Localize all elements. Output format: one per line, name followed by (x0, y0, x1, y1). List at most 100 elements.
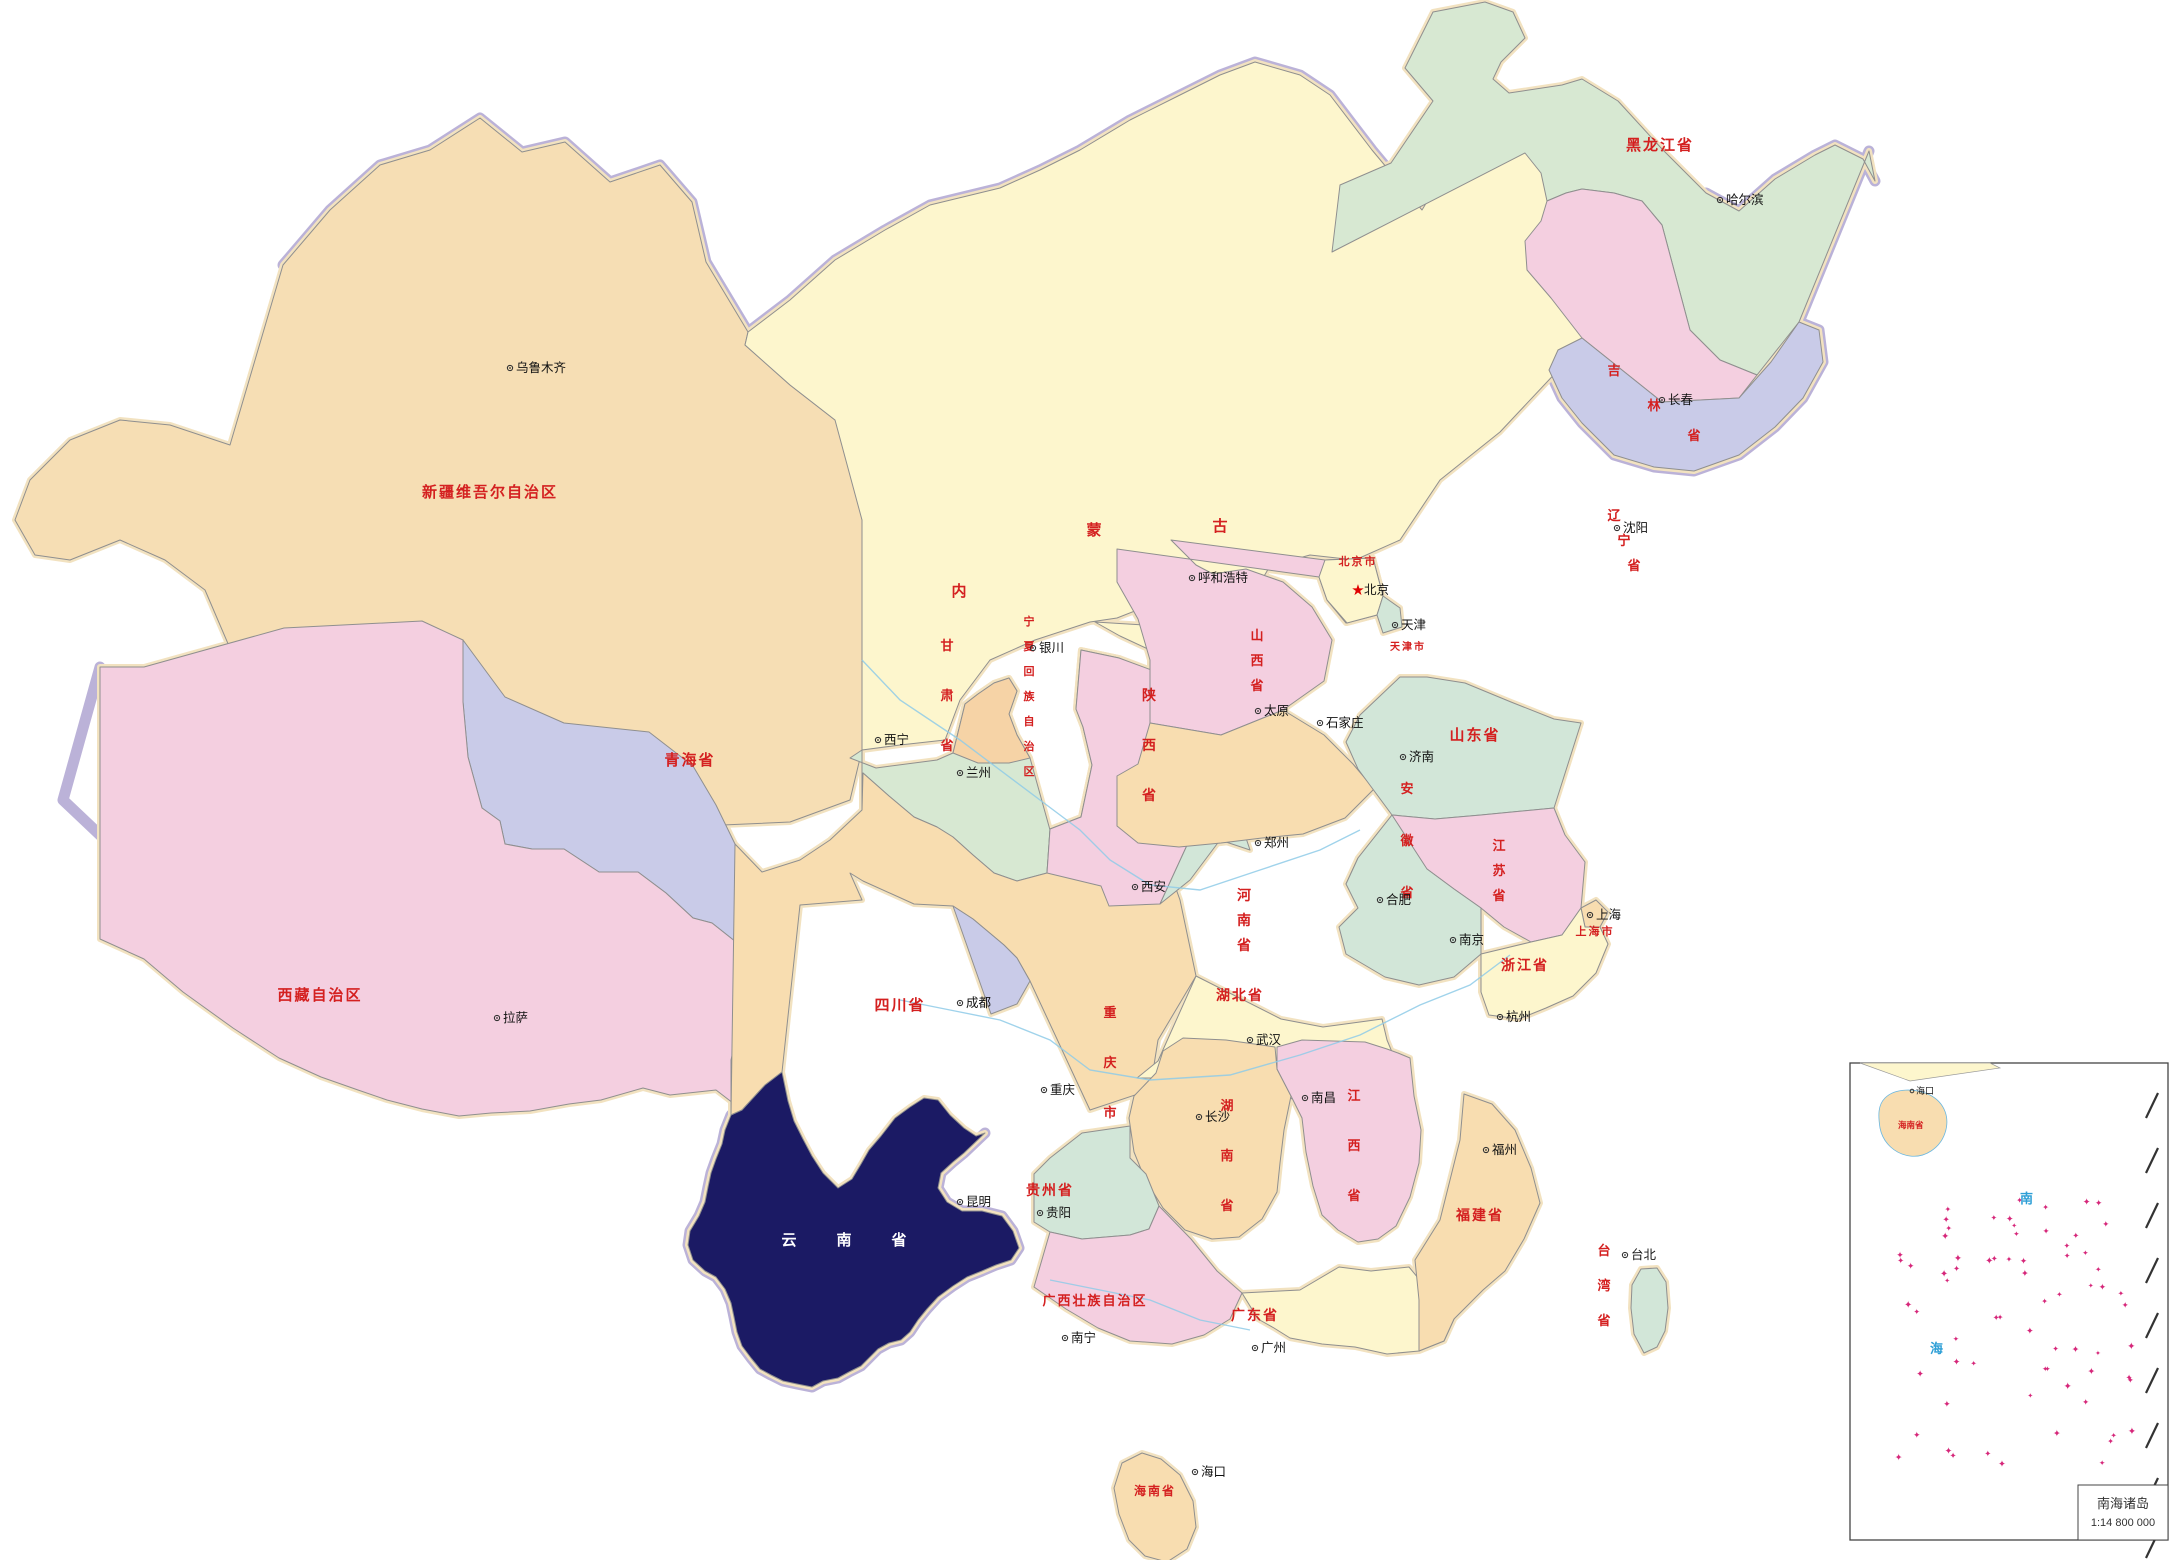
svg-text:天津市: 天津市 (1390, 640, 1426, 653)
svg-text:✦: ✦ (2082, 1249, 2088, 1258)
svg-text:宁: 宁 (1024, 614, 1037, 628)
svg-text:✦: ✦ (1895, 1452, 1903, 1463)
svg-text:✦: ✦ (2064, 1382, 2072, 1393)
svg-text:徽: 徽 (1399, 833, 1415, 848)
svg-text:省: 省 (1596, 1313, 1612, 1328)
svg-text:河: 河 (1237, 887, 1253, 903)
svg-text:省: 省 (1219, 1198, 1235, 1213)
svg-text:✦: ✦ (2013, 1230, 2020, 1239)
svg-text:上海市: 上海市 (1576, 924, 1615, 938)
svg-text:✦: ✦ (2095, 1265, 2102, 1274)
svg-text:吉: 吉 (1607, 363, 1622, 378)
svg-text:昆明: 昆明 (966, 1195, 991, 1209)
svg-text:市: 市 (1103, 1105, 1118, 1120)
svg-text:贵阳: 贵阳 (1046, 1206, 1071, 1220)
svg-text:治: 治 (1024, 739, 1037, 753)
svg-text:✦: ✦ (1953, 1263, 1961, 1273)
svg-text:济南: 济南 (1409, 749, 1434, 764)
svg-text:✦: ✦ (1942, 1215, 1950, 1225)
svg-text:云: 云 (781, 1232, 798, 1249)
svg-text:湖北省: 湖北省 (1216, 987, 1264, 1003)
svg-text:海南省: 海南省 (1134, 1483, 1176, 1498)
svg-text:省: 省 (1491, 888, 1507, 903)
svg-text:✦: ✦ (2042, 1365, 2049, 1374)
svg-text:海口: 海口 (1916, 1085, 1934, 1096)
svg-text:兰州: 兰州 (966, 766, 991, 780)
svg-text:西: 西 (1347, 1138, 1362, 1153)
svg-text:沈阳: 沈阳 (1623, 520, 1648, 535)
svg-text:安: 安 (1400, 781, 1415, 796)
svg-text:✦: ✦ (1950, 1451, 1957, 1461)
svg-text:北京: 北京 (1364, 583, 1389, 597)
svg-text:✦: ✦ (1940, 1269, 1948, 1280)
svg-text:✦: ✦ (2088, 1281, 2094, 1290)
svg-text:✦: ✦ (2102, 1219, 2109, 1229)
svg-text:银川: 银川 (1039, 641, 1064, 655)
svg-text:✦: ✦ (1943, 1399, 1951, 1409)
svg-text:西安: 西安 (1141, 879, 1166, 894)
svg-text:黑龙江省: 黑龙江省 (1626, 136, 1694, 154)
svg-text:✦: ✦ (2072, 1231, 2079, 1241)
svg-text:✦: ✦ (1953, 1335, 1960, 1344)
svg-text:西宁: 西宁 (884, 732, 909, 747)
svg-text:古: 古 (1212, 517, 1229, 535)
svg-text:省: 省 (1346, 1188, 1362, 1203)
svg-text:✦: ✦ (2041, 1297, 2048, 1306)
svg-text:长春: 长春 (1668, 393, 1694, 407)
svg-text:乌鲁木齐: 乌鲁木齐 (516, 360, 567, 375)
svg-text:海南省: 海南省 (1898, 1120, 1924, 1130)
svg-text:✦: ✦ (1913, 1308, 1920, 1317)
svg-text:台: 台 (1597, 1243, 1612, 1258)
svg-text:自: 自 (1024, 714, 1037, 728)
svg-text:✦: ✦ (1998, 1459, 2006, 1470)
svg-text:✦: ✦ (2026, 1325, 2034, 1336)
svg-text:✦: ✦ (2128, 1427, 2136, 1438)
svg-text:✦: ✦ (2006, 1214, 2014, 1224)
svg-text:✦: ✦ (1913, 1430, 1921, 1440)
svg-text:成都: 成都 (966, 996, 992, 1010)
svg-text:庆: 庆 (1102, 1055, 1118, 1070)
svg-text:贵州省: 贵州省 (1026, 1182, 1074, 1198)
svg-text:✦: ✦ (2111, 1431, 2118, 1440)
svg-text:✦: ✦ (1991, 1254, 1999, 1264)
svg-text:南: 南 (2020, 1191, 2033, 1206)
svg-text:✦: ✦ (1945, 1205, 1952, 1214)
svg-text:族: 族 (1024, 689, 1037, 703)
svg-text:✦: ✦ (2064, 1241, 2071, 1250)
svg-text:南海诸岛: 南海诸岛 (2097, 1496, 2149, 1511)
svg-text:✦: ✦ (1984, 1448, 1991, 1458)
svg-text:西: 西 (1142, 737, 1158, 753)
svg-text:1:14 800 000: 1:14 800 000 (2091, 1517, 2155, 1529)
svg-text:✦: ✦ (1904, 1300, 1912, 1311)
svg-text:✦: ✦ (2127, 1342, 2135, 1353)
svg-text:石家庄: 石家庄 (1326, 715, 1364, 730)
svg-text:省: 省 (1249, 678, 1265, 693)
svg-text:✦: ✦ (2043, 1226, 2050, 1236)
svg-text:✦: ✦ (1953, 1357, 1961, 1368)
svg-text:浙江省: 浙江省 (1501, 957, 1549, 973)
svg-text:回: 回 (1024, 664, 1037, 678)
svg-text:★: ★ (1351, 582, 1364, 599)
svg-text:内: 内 (951, 582, 968, 600)
svg-text:武汉: 武汉 (1256, 1033, 1282, 1047)
svg-text:✦: ✦ (1916, 1368, 1924, 1379)
svg-text:✦: ✦ (2087, 1366, 2095, 1377)
svg-text:✦: ✦ (2118, 1289, 2124, 1298)
svg-text:西: 西 (1250, 653, 1265, 668)
svg-text:省: 省 (939, 738, 955, 753)
svg-text:✦: ✦ (1941, 1232, 1949, 1243)
svg-text:合肥: 合肥 (1386, 892, 1412, 907)
svg-text:广州: 广州 (1261, 1341, 1286, 1355)
svg-text:林: 林 (1647, 398, 1662, 413)
svg-text:湾: 湾 (1597, 1278, 1612, 1293)
svg-text:✦: ✦ (2021, 1268, 2029, 1279)
svg-text:福州: 福州 (1492, 1142, 1517, 1157)
svg-text:广西壮族自治区: 广西壮族自治区 (1042, 1293, 1147, 1308)
svg-text:✦: ✦ (2064, 1252, 2071, 1261)
svg-text:苏: 苏 (1492, 863, 1507, 878)
svg-text:重庆: 重庆 (1050, 1082, 1076, 1097)
svg-text:辽: 辽 (1607, 508, 1622, 523)
svg-text:✦: ✦ (2099, 1282, 2107, 1292)
svg-text:✦: ✦ (1997, 1313, 2004, 1322)
svg-text:✦: ✦ (2072, 1344, 2080, 1354)
